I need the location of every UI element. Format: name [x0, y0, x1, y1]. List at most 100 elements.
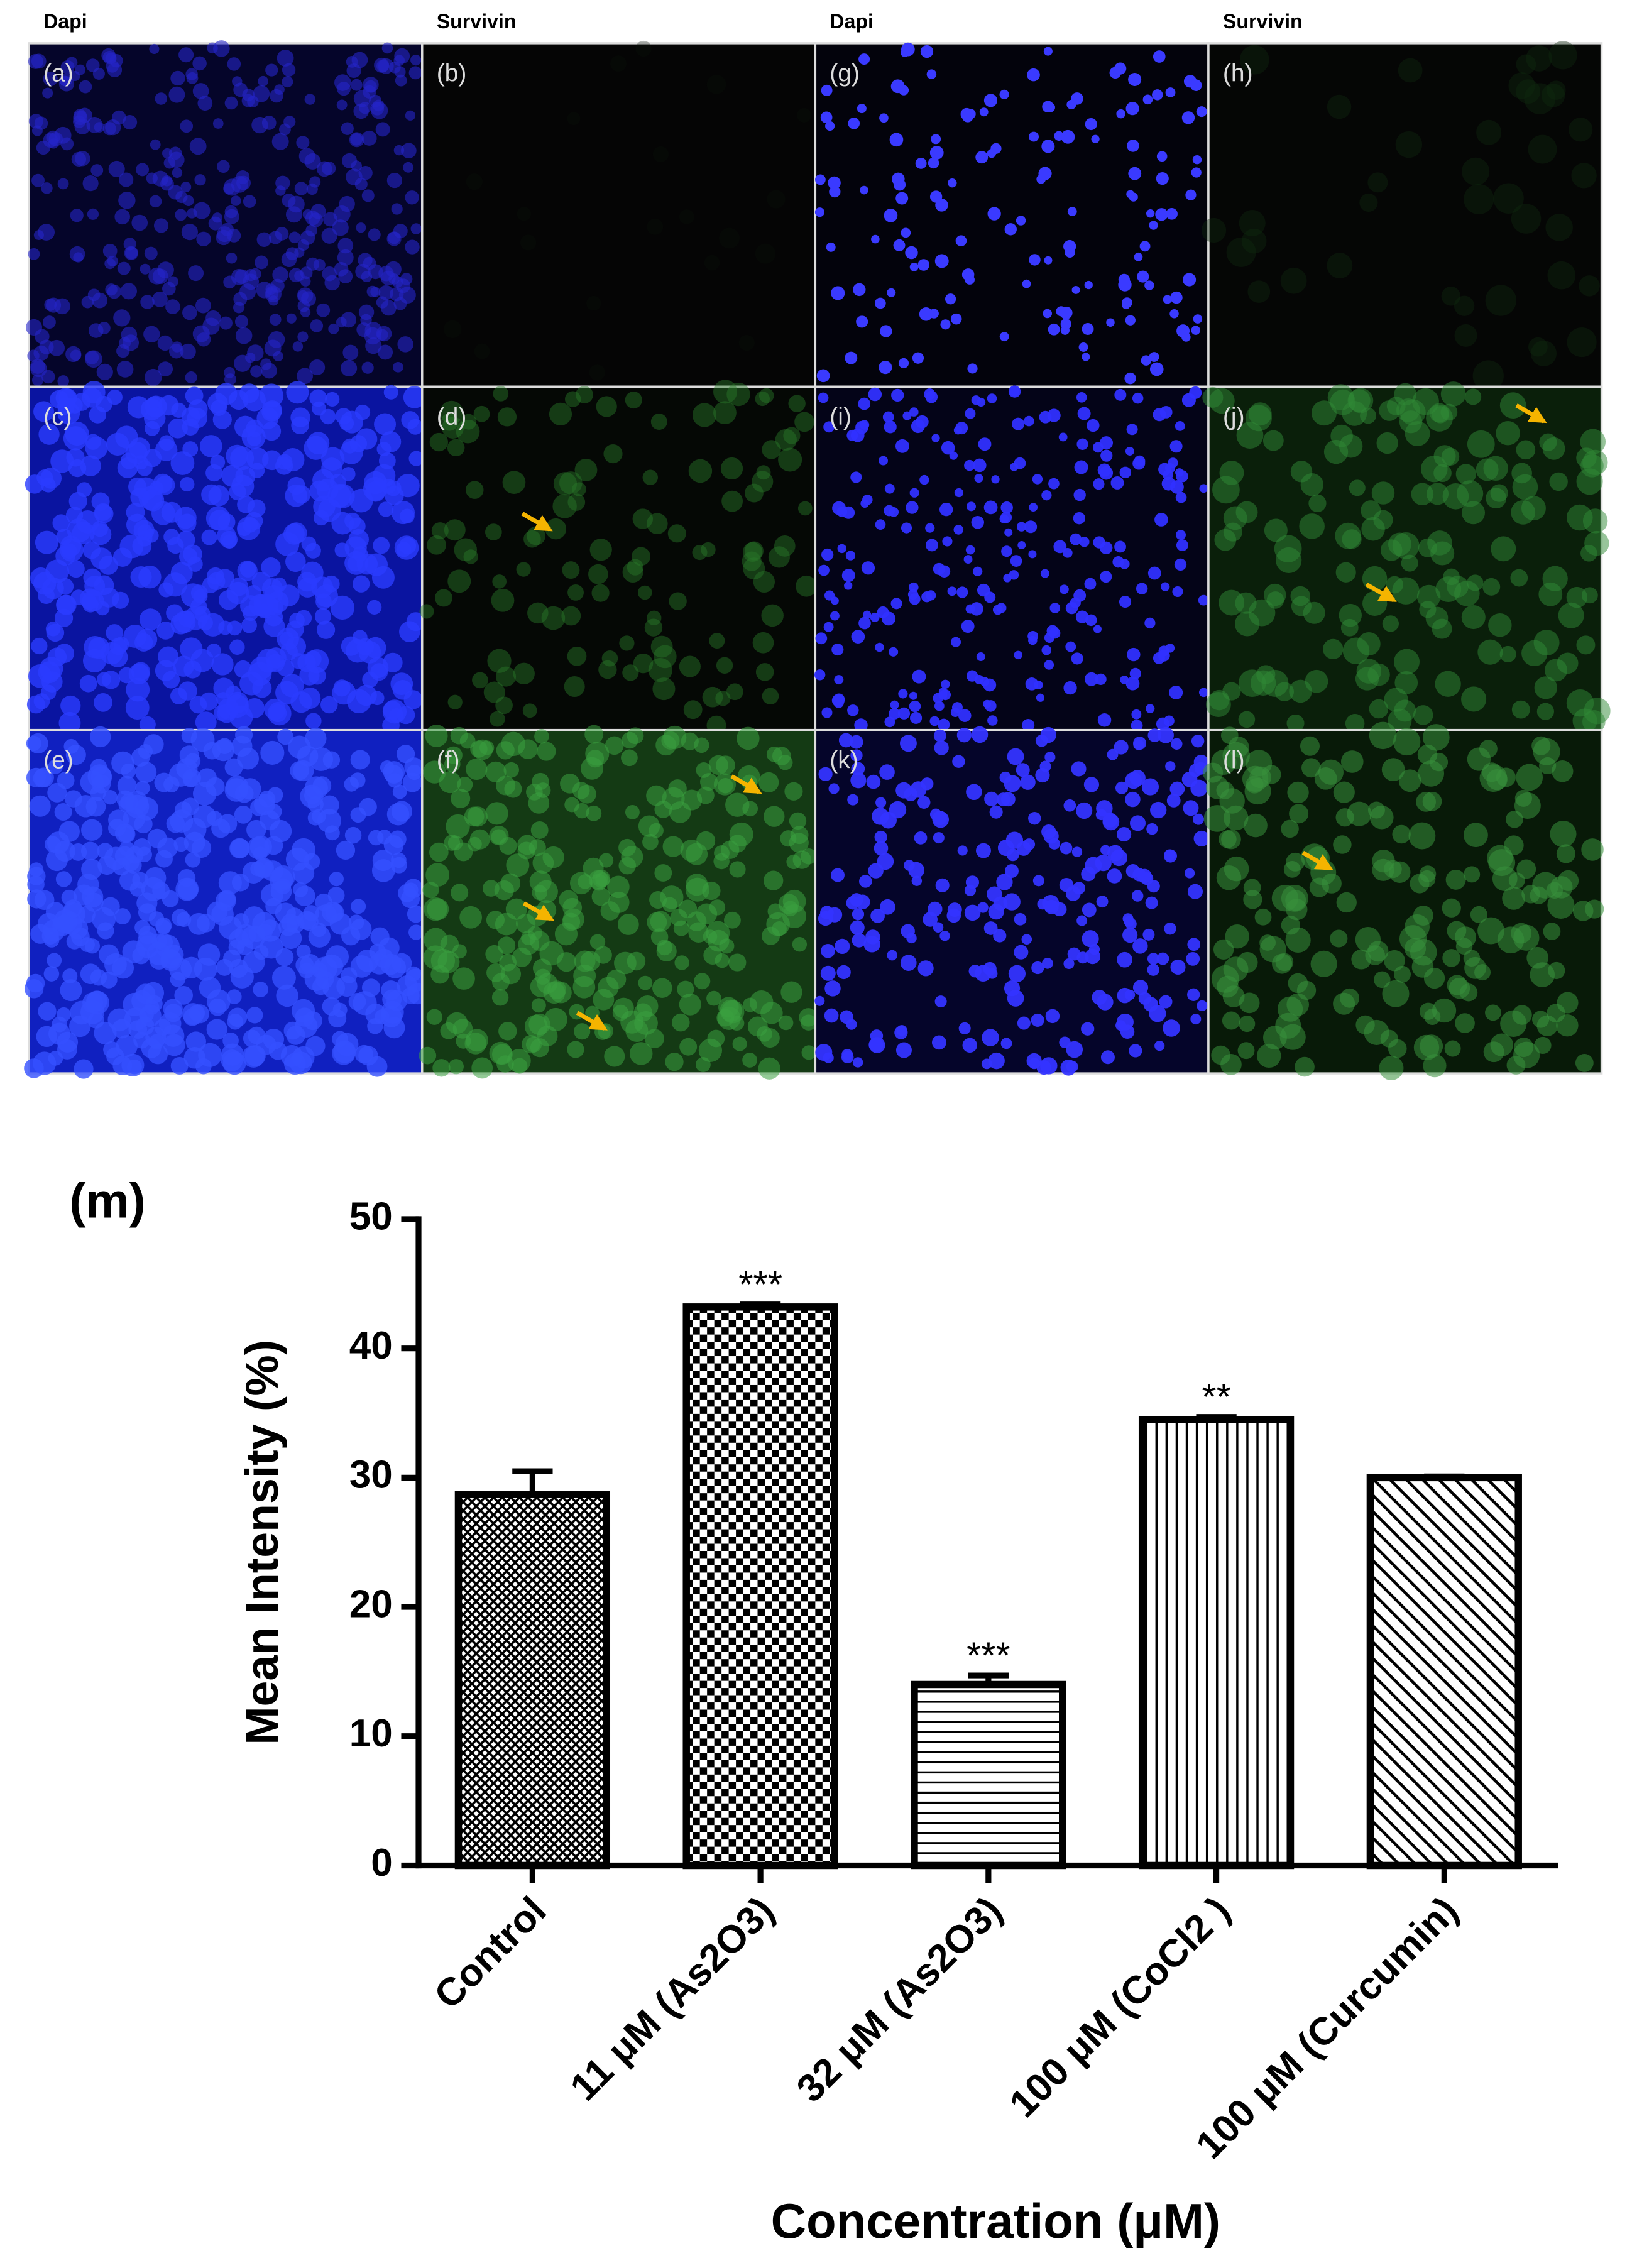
cell [327, 887, 345, 904]
cell [667, 524, 686, 543]
cell [24, 1058, 44, 1078]
cell [920, 45, 934, 58]
cell [919, 307, 933, 321]
cell [567, 1041, 584, 1058]
cell [1289, 804, 1309, 824]
cell [1071, 761, 1087, 777]
cell [955, 235, 967, 246]
cell [1100, 1050, 1115, 1065]
cell [1172, 586, 1183, 597]
cell [1405, 914, 1430, 940]
cell [724, 911, 741, 929]
cell [275, 948, 294, 967]
cell [34, 767, 54, 787]
cell [144, 867, 167, 889]
cell [87, 1012, 104, 1029]
cell [701, 542, 716, 557]
cell [910, 781, 927, 798]
cell [88, 637, 110, 659]
cell [1513, 924, 1540, 951]
cell [619, 635, 635, 651]
cell [222, 534, 237, 549]
cell [1327, 253, 1353, 278]
cell [397, 706, 415, 725]
cell [665, 1052, 684, 1071]
cell [226, 691, 249, 714]
cell [1461, 605, 1486, 630]
cell [1192, 813, 1204, 825]
cell [766, 746, 782, 762]
cell [632, 547, 650, 566]
cell [1070, 533, 1082, 545]
cell [859, 420, 870, 430]
cell [234, 806, 253, 824]
cell [304, 94, 316, 105]
cell [1237, 1042, 1255, 1060]
cell [139, 716, 156, 733]
cell [1201, 217, 1227, 243]
cell [532, 852, 554, 874]
cell [149, 195, 162, 208]
cell [939, 930, 950, 941]
cell [912, 352, 924, 364]
cell [349, 132, 364, 148]
panel-label: (f) [437, 747, 460, 774]
cell [1467, 430, 1495, 458]
cell [909, 582, 919, 593]
cell [928, 901, 943, 917]
cell [393, 361, 403, 373]
cell [42, 87, 53, 99]
cell [1398, 58, 1423, 83]
cell [801, 1045, 816, 1060]
cell [407, 905, 425, 923]
bar [1138, 1416, 1295, 1870]
cell [373, 537, 390, 554]
cell [916, 415, 929, 429]
cell [1093, 625, 1102, 633]
cell [259, 383, 284, 408]
cell [987, 149, 997, 158]
cell [1327, 94, 1352, 119]
cell [190, 728, 215, 752]
cell [574, 1023, 591, 1040]
cell [1154, 1041, 1165, 1051]
cell [275, 878, 292, 895]
cell [1374, 971, 1391, 989]
cell [999, 771, 1012, 784]
cell [157, 335, 173, 351]
cell [652, 978, 672, 998]
cell [758, 1057, 780, 1080]
cell [1301, 758, 1321, 778]
cell [889, 133, 904, 147]
cell [117, 261, 131, 275]
cell [1413, 705, 1433, 725]
cell [1122, 913, 1134, 924]
cell [948, 178, 957, 188]
cell [350, 918, 372, 940]
cell [909, 691, 917, 700]
cell [491, 989, 509, 1006]
cell [1280, 267, 1307, 294]
cell [96, 672, 111, 687]
cell [305, 542, 321, 559]
cell [466, 481, 484, 499]
cell [1082, 930, 1099, 948]
cell [1401, 554, 1418, 572]
cell [910, 711, 923, 725]
cell [85, 350, 102, 368]
cell [182, 305, 197, 320]
cell [1095, 673, 1107, 685]
cell [63, 426, 88, 451]
cell [786, 854, 801, 870]
cell [753, 571, 775, 593]
cell [1259, 934, 1276, 951]
cell [1516, 764, 1543, 791]
cell [882, 611, 896, 626]
cell [941, 441, 955, 455]
cell [955, 422, 968, 435]
cell [87, 288, 101, 302]
cell [707, 1029, 725, 1048]
cell [1107, 748, 1119, 760]
cell [1272, 953, 1293, 974]
cell [65, 346, 82, 363]
